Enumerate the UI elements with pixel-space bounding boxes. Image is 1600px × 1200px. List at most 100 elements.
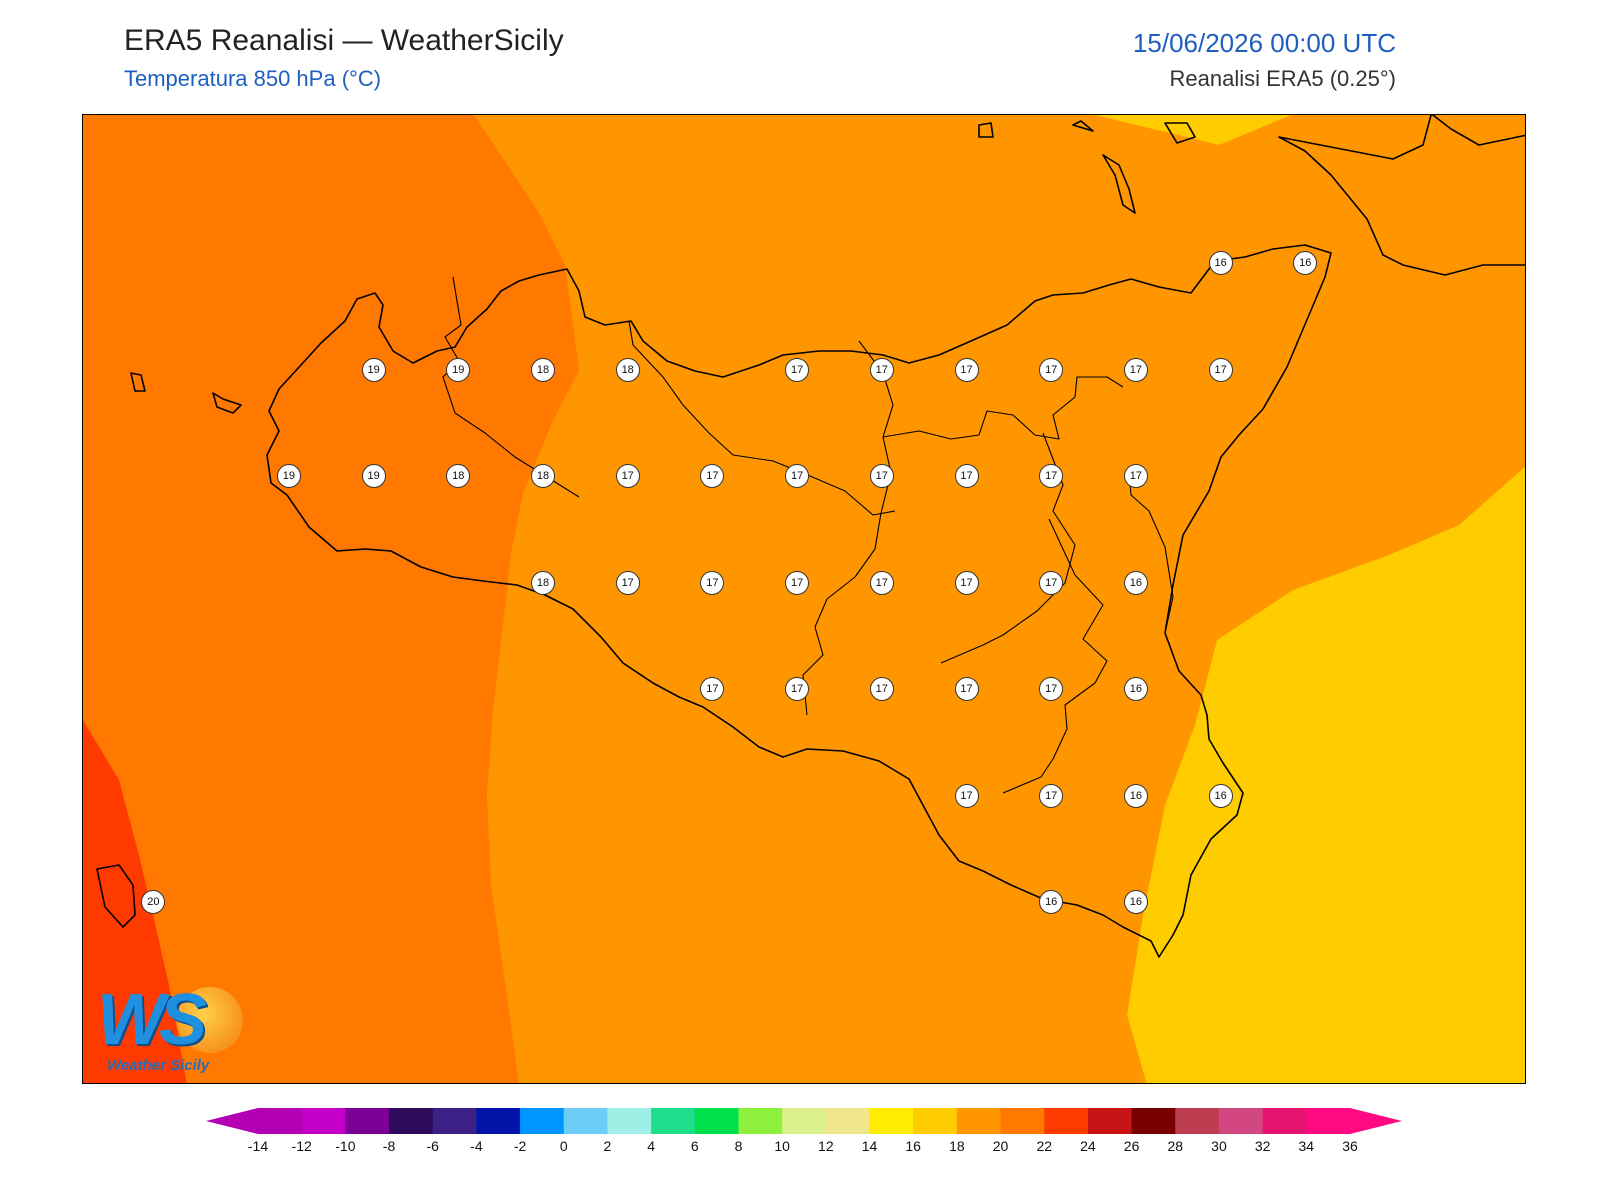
island-coast xyxy=(1072,120,1094,132)
grid-point-value: 17 xyxy=(700,570,725,595)
grid-point-value: 17 xyxy=(1208,357,1233,382)
colorbar-tick-label: -2 xyxy=(513,1138,527,1154)
colorbar-tick-label: -4 xyxy=(470,1138,483,1154)
field-14-16-north xyxy=(1095,115,1291,145)
colorbar-tick-label: 2 xyxy=(603,1138,612,1154)
colorbar-tick-label: 22 xyxy=(1036,1138,1053,1154)
grid-point-value: 17 xyxy=(615,464,640,488)
colorbar-tick-label: 34 xyxy=(1298,1138,1315,1154)
colorbar-bin xyxy=(1044,1108,1089,1134)
grid-point-value: 16 xyxy=(1123,570,1148,595)
grid-point-value: 19 xyxy=(361,357,386,382)
colorbar-bin xyxy=(651,1108,696,1134)
grid-point-value: 17 xyxy=(954,783,979,808)
grid-point-value: 17 xyxy=(700,464,725,488)
grid-point-value: 17 xyxy=(954,357,979,382)
grid-point-value: 17 xyxy=(869,570,894,595)
colorbar-tick-label: 10 xyxy=(774,1138,790,1154)
colorbar-bin xyxy=(432,1108,477,1134)
grid-point-value: 17 xyxy=(785,570,810,595)
logo-name: Weather Sicily xyxy=(107,1057,210,1074)
colorbar-bin xyxy=(1262,1108,1307,1134)
calabria-coast xyxy=(1278,115,1525,276)
island-coast xyxy=(96,864,136,928)
colorbar-bin xyxy=(738,1108,783,1134)
field-16-18 xyxy=(474,115,1525,1083)
grid-point-value: 16 xyxy=(1208,251,1233,275)
colorbar-tick-label: 18 xyxy=(949,1138,965,1154)
island-coast xyxy=(1102,154,1136,214)
colorbar-tick-label: -12 xyxy=(291,1138,312,1154)
sun-icon xyxy=(177,987,243,1053)
grid-point-value: 16 xyxy=(1123,677,1148,701)
colorbar-bin xyxy=(782,1108,827,1134)
grid-point-value: 17 xyxy=(1039,783,1064,808)
colorbar-bin xyxy=(520,1108,565,1134)
colorbar-tick-label: 36 xyxy=(1342,1138,1358,1154)
colorbar-bin xyxy=(563,1108,608,1134)
grid-point-value: 17 xyxy=(700,677,725,701)
grid-point-value: 18 xyxy=(531,570,555,595)
colorbar-bin xyxy=(694,1108,739,1134)
temperature-colorbar xyxy=(206,1108,1402,1134)
grid-point-value: 17 xyxy=(954,464,979,488)
province-border xyxy=(1128,472,1174,634)
colorbar-tick-label: -14 xyxy=(247,1138,269,1154)
province-border xyxy=(628,320,896,516)
colorbar-bin xyxy=(345,1108,390,1134)
colorbar-bin xyxy=(1087,1108,1133,1134)
temperature-map: 16 16 19 19 18 18 17 17 17 17 17 17 19 19 18 18 17 17 17 17… xyxy=(82,114,1526,1084)
colorbar-tick-label: 4 xyxy=(647,1138,656,1154)
grid-point-value: 18 xyxy=(531,357,555,382)
grid-point-value: 17 xyxy=(954,570,979,595)
province-border xyxy=(802,340,894,716)
colorbar-tick-label: 20 xyxy=(992,1138,1009,1154)
colorbar-min-arrow xyxy=(206,1108,258,1134)
map-title: ERA5 Reanalisi — WeatherSicily xyxy=(124,24,564,57)
colorbar-tick-label: -10 xyxy=(335,1138,356,1154)
valid-datetime: 15/06/2026 00:00 UTC xyxy=(1132,28,1396,58)
grid-point-value: 17 xyxy=(1039,570,1064,595)
colorbar-tick-label: -6 xyxy=(426,1138,439,1154)
colorbar-tick-label: 6 xyxy=(690,1138,699,1154)
sicily-coastline xyxy=(96,115,1525,958)
sicily-coast xyxy=(266,244,1332,958)
temperature-field xyxy=(83,115,1525,1083)
grid-point-value: 17 xyxy=(1123,464,1148,488)
grid-point-value: 18 xyxy=(615,357,640,382)
grid-point-value: 17 xyxy=(954,677,979,701)
grid-point-value: 18 xyxy=(446,464,471,488)
colorbar-tick-label: 28 xyxy=(1167,1138,1184,1154)
colorbar-bin xyxy=(825,1108,871,1134)
colorbar-tick-label: -8 xyxy=(382,1138,396,1154)
province-borders xyxy=(442,276,1174,794)
province-border xyxy=(1002,518,1108,794)
grid-point-value: 17 xyxy=(1039,357,1064,382)
colorbar-bin xyxy=(869,1108,914,1134)
colorbar-bin xyxy=(1175,1108,1220,1134)
colorbar-bin xyxy=(1306,1108,1351,1134)
grid-point-value: 17 xyxy=(869,677,894,701)
colorbar-bin xyxy=(956,1108,1002,1134)
colorbar-bin xyxy=(258,1108,303,1134)
weathersicily-logo: WS Weather Sicily xyxy=(97,980,249,1079)
grid-point-value: 17 xyxy=(869,464,894,488)
grid-point-value: 20 xyxy=(141,890,166,914)
colorbar-tick-label: 0 xyxy=(559,1138,568,1154)
field-14-16-southeast xyxy=(1127,466,1525,1083)
colorbar-tick-label: 12 xyxy=(818,1138,834,1154)
colorbar-bin xyxy=(389,1108,434,1134)
colorbar-bin xyxy=(1218,1108,1264,1134)
grid-point-value: 17 xyxy=(785,464,810,488)
grid-point-value: 17 xyxy=(785,357,810,382)
colorbar-bin xyxy=(913,1108,958,1134)
grid-point-value: 17 xyxy=(1039,677,1064,701)
colorbar-tick-label: 24 xyxy=(1080,1138,1096,1154)
data-source: Reanalisi ERA5 (0.25°) xyxy=(1169,66,1396,91)
island-coast xyxy=(1164,122,1196,144)
colorbar-bin xyxy=(476,1108,521,1134)
colorbar-tick-label: 16 xyxy=(905,1138,921,1154)
grid-point-value: 17 xyxy=(785,677,810,701)
colorbar-bin xyxy=(301,1108,346,1134)
colorbar-bin xyxy=(1131,1108,1176,1134)
